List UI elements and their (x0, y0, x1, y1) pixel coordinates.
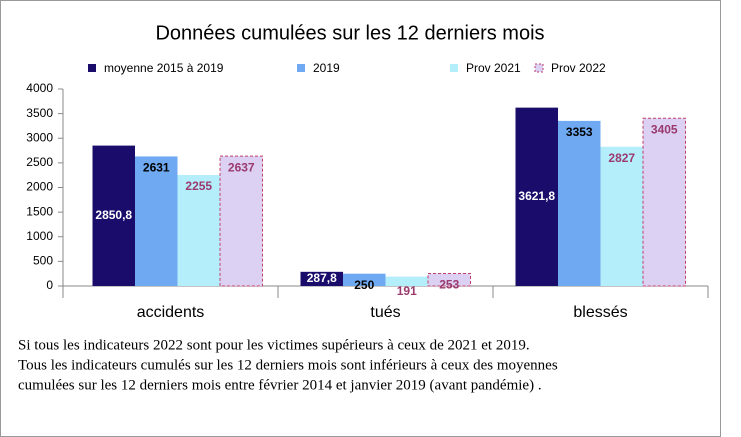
data-label: 3405 (651, 122, 678, 136)
bar (515, 107, 558, 287)
legend-swatch (534, 63, 544, 73)
caption-line: cumulées sur les 12 derniers mois entre … (18, 377, 542, 393)
legend-swatch (297, 64, 305, 72)
bar (135, 156, 178, 286)
chart-title: Données cumulées sur les 12 derniers moi… (155, 22, 544, 44)
data-label: 250 (354, 278, 374, 292)
y-tick-label: 0 (46, 278, 53, 292)
data-label: 2637 (228, 160, 255, 174)
bar (177, 174, 220, 286)
y-tick-label: 3000 (26, 130, 53, 144)
data-label: 2631 (143, 161, 170, 175)
legend-swatch (450, 64, 458, 72)
data-label: 2255 (185, 179, 212, 193)
x-tick-label: accidents (137, 304, 205, 321)
bar (600, 146, 643, 286)
data-label: 3353 (566, 125, 593, 139)
x-tick-label: blessés (573, 304, 627, 321)
y-tick-label: 1500 (26, 204, 53, 218)
caption-line: Si tous les indicateurs 2022 sont pour l… (18, 337, 530, 353)
data-label: 2850,8 (95, 208, 132, 222)
bar (385, 276, 428, 286)
legend-label: Prov 2021 (466, 61, 521, 75)
data-label: 253 (439, 278, 459, 292)
bar (300, 271, 343, 286)
data-label: 3621,8 (518, 189, 555, 203)
bar (219, 155, 263, 287)
bar (343, 273, 386, 286)
data-label: 191 (397, 284, 417, 298)
y-tick-label: 2500 (26, 155, 53, 169)
y-tick-label: 3500 (26, 106, 53, 120)
bar (558, 120, 601, 286)
y-tick-label: 1000 (26, 229, 53, 243)
legend-label: Prov 2022 (551, 61, 606, 75)
caption-line: Tous les indicateurs cumulés sur les 12 … (18, 357, 558, 373)
legend-swatch (88, 64, 96, 72)
x-tick-label: tués (370, 304, 400, 321)
bar (642, 117, 686, 287)
bar (92, 145, 135, 286)
y-tick-label: 500 (33, 254, 53, 268)
data-label: 2827 (608, 151, 635, 165)
y-tick-label: 2000 (26, 180, 53, 194)
data-label: 287,8 (307, 271, 337, 285)
bar (427, 273, 471, 287)
legend-label: moyenne 2015 à 2019 (104, 61, 224, 75)
y-tick-label: 4000 (26, 81, 53, 95)
legend-label: 2019 (313, 61, 340, 75)
